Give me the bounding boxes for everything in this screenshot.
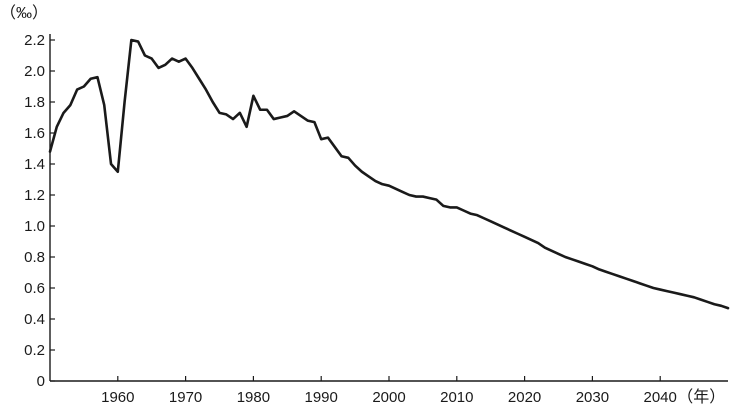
y-tick-label: 1.4 <box>24 156 45 173</box>
y-tick-label: 0.2 <box>24 342 45 359</box>
x-tick-label: 2030 <box>576 389 609 406</box>
y-tick-label: 0.8 <box>24 249 45 266</box>
x-tick-label: 2020 <box>508 389 541 406</box>
y-tick-label: 1.2 <box>24 187 45 204</box>
y-tick-label: 1.0 <box>24 218 45 235</box>
x-tick-label: 1960 <box>101 389 134 406</box>
y-axis-unit-label: （‰） <box>0 4 48 22</box>
x-axis-unit-label: （年） <box>677 388 725 406</box>
x-tick-label: 1970 <box>169 389 202 406</box>
y-tick-label: 1.8 <box>24 94 45 111</box>
y-tick-label: 1.6 <box>24 125 45 142</box>
y-tick-label: 0.4 <box>24 311 45 328</box>
y-tick-label: 0.6 <box>24 280 45 297</box>
x-axis-ticks: 1960 1970 1980 1990 2000 2010 2020 2030 2040 <box>101 376 677 406</box>
x-tick-label: 2040 <box>644 389 677 406</box>
x-tick-label: 2010 <box>440 389 473 406</box>
x-tick-label: 1990 <box>305 389 338 406</box>
y-tick-label: 2.2 <box>24 32 45 49</box>
series-line <box>48 38 730 310</box>
y-tick-label: 0 <box>37 373 45 390</box>
x-tick-label: 1980 <box>237 389 270 406</box>
y-tick-label: 2.0 <box>24 63 45 80</box>
x-tick-label: 2000 <box>372 389 405 406</box>
